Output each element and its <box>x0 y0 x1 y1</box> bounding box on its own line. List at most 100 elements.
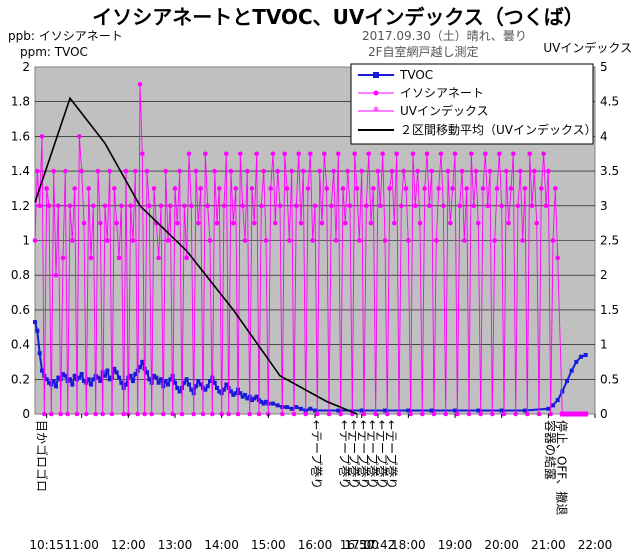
isocyanate-point <box>518 168 523 174</box>
isocyanate-point <box>163 168 168 174</box>
tvoc-point <box>112 366 117 371</box>
isocyanate-point <box>32 238 38 243</box>
isocyanate-point <box>224 151 229 157</box>
isocyanate-point <box>438 151 444 157</box>
tvoc-point <box>264 399 268 404</box>
tvoc-point <box>33 320 37 325</box>
right-tick-label: 4.5 <box>600 95 619 109</box>
isocyanate-point <box>357 238 362 243</box>
chart-title: イソシアネートとTVOC、UVインデックス（つくば） <box>92 5 584 29</box>
isocyanate-point <box>543 203 549 209</box>
isocyanate-point <box>196 220 201 226</box>
isocyanate-point <box>450 186 455 191</box>
isocyanate-point <box>532 168 537 174</box>
tvoc-point <box>124 382 128 387</box>
isocyanate-point <box>382 238 388 243</box>
isocyanate-point <box>58 411 63 417</box>
isocyanate-point <box>525 411 530 417</box>
isocyanate-point <box>130 238 136 243</box>
x-tick-label: 16:50 <box>340 538 375 552</box>
isocyanate-point <box>541 151 546 157</box>
left-tick-label: 0.2 <box>11 372 30 386</box>
isocyanate-point <box>375 168 381 174</box>
isocyanate-point <box>336 151 341 157</box>
legend-entry-isocyanate: イソシアネート <box>400 86 484 100</box>
isocyanate-point <box>483 151 488 157</box>
x-tick-label: 14:00 <box>204 538 239 552</box>
legend-entry-tvoc: TVOC <box>399 68 433 82</box>
isocyanate-point <box>107 168 112 174</box>
isocyanate-point <box>399 203 404 209</box>
tvoc-point <box>250 398 254 403</box>
x-tick-label: 16:00 <box>298 538 333 552</box>
right-tick-label: 0 <box>600 407 608 421</box>
tvoc-point <box>173 380 177 385</box>
isocyanate-point <box>497 151 502 157</box>
isocyanate-point <box>189 203 194 209</box>
isocyanate-point <box>462 238 467 243</box>
isocyanate-point <box>137 82 143 87</box>
legend-marker-tvoc <box>373 72 379 78</box>
isocyanate-point <box>282 151 287 157</box>
isocyanate-point <box>170 411 175 417</box>
isocyanate-point <box>343 220 348 226</box>
tvoc-point <box>583 353 588 358</box>
tvoc-point <box>156 380 161 385</box>
isocyanate-point <box>238 151 243 157</box>
isocyanate-point <box>231 220 236 226</box>
right-tick-label: 1.5 <box>600 303 619 317</box>
isocyanate-point <box>396 411 402 417</box>
isocyanate-point <box>378 203 383 209</box>
isocyanate-point <box>527 151 532 157</box>
tvoc-point <box>406 408 411 413</box>
tvoc-point <box>574 359 579 364</box>
isocyanate-point <box>513 411 518 417</box>
tvoc-point <box>145 370 149 375</box>
tvoc-point <box>51 379 56 384</box>
tvoc-point <box>205 384 210 389</box>
isocyanate-point <box>135 411 140 417</box>
left-unit-tvoc: ppm: TVOC <box>20 45 88 59</box>
tvoc-point <box>114 370 119 375</box>
left-tick-label: 1.6 <box>11 129 30 143</box>
tvoc-point <box>233 391 238 396</box>
isocyanate-point <box>261 168 266 174</box>
isocyanate-point <box>98 220 103 226</box>
annotations: 目かゴロゴロ ←テープ巻り ←テープ巻り←テープ巻り←テープ巻り←テープ巻り←テープ… <box>34 420 569 515</box>
tvoc-point <box>259 399 264 404</box>
tvoc-point <box>565 379 569 384</box>
isocyanate-point <box>277 203 283 209</box>
annotation-text: ←テープ巻り <box>347 420 361 489</box>
tvoc-point <box>222 387 226 392</box>
tvoc-point <box>107 377 112 382</box>
isocyanate-point <box>275 168 280 174</box>
right-axis-label: UVインデックス <box>543 40 632 55</box>
isocyanate-point <box>273 220 278 226</box>
tvoc-point <box>359 408 364 413</box>
tvoc-point <box>168 377 173 382</box>
isocyanate-point <box>469 151 474 157</box>
isocyanate-point <box>102 203 108 209</box>
isocyanate-point <box>347 203 353 209</box>
isocyanate-point <box>123 168 129 174</box>
isocyanate-point <box>319 220 325 226</box>
isocyanate-point <box>63 168 68 174</box>
isocyanate-point <box>520 238 525 243</box>
tvoc-point <box>383 408 387 413</box>
isocyanate-point <box>226 411 231 417</box>
tvoc-point <box>72 373 77 378</box>
isocyanate-point <box>436 186 441 191</box>
isocyanate-point <box>193 168 199 174</box>
tvoc-point <box>163 379 168 384</box>
tvoc-point <box>82 379 86 384</box>
isocyanate-point <box>546 168 551 174</box>
isocyanate-point <box>352 151 357 157</box>
isocyanate-point <box>480 186 486 191</box>
isocyanate-point <box>422 186 427 191</box>
isocyanate-point <box>361 411 367 417</box>
right-axis-ticks: 0 0.5 1 1.5 2 2.5 3 3.5 4 4.5 5 <box>600 60 619 421</box>
isocyanate-point <box>156 255 161 261</box>
uv-index-point <box>559 411 565 417</box>
isocyanate-point <box>95 168 101 174</box>
